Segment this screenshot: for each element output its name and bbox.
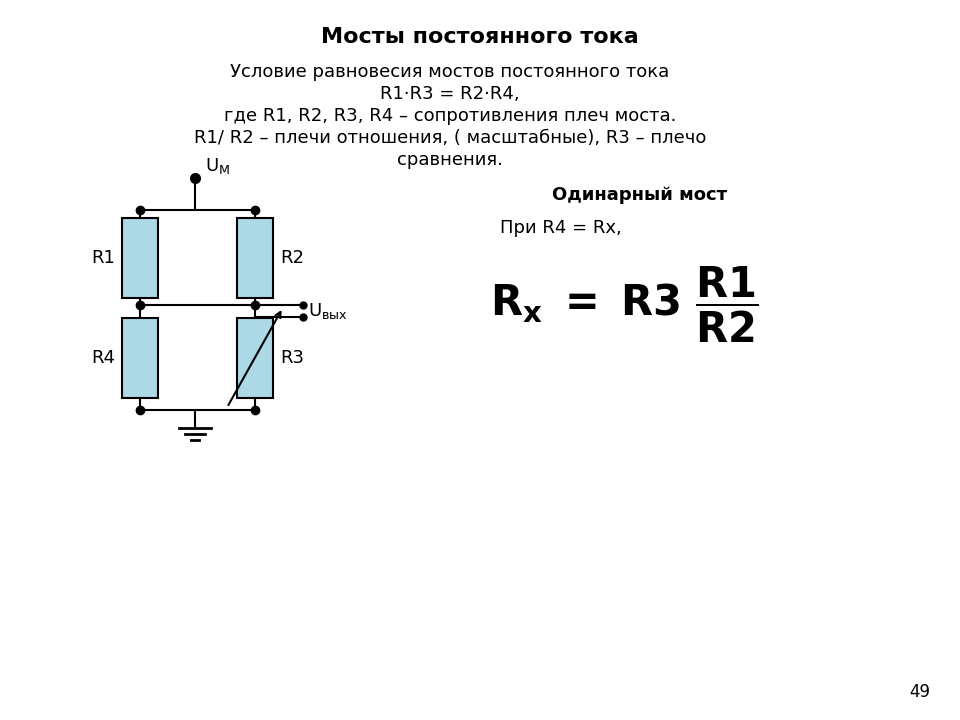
Text: R1: R1 <box>91 248 115 266</box>
Text: Мосты постоянного тока: Мосты постоянного тока <box>322 27 638 47</box>
Text: U$_\mathregular{вых}$: U$_\mathregular{вых}$ <box>308 301 348 321</box>
Text: Одинарный мост: Одинарный мост <box>552 186 728 204</box>
Text: U$_\mathregular{M}$: U$_\mathregular{M}$ <box>205 156 230 176</box>
Text: При R4 = Rx,: При R4 = Rx, <box>500 219 622 237</box>
Text: $\mathbf{R_x\ =\ R3\ \dfrac{R1}{R2}}$: $\mathbf{R_x\ =\ R3\ \dfrac{R1}{R2}}$ <box>490 265 758 345</box>
Text: где R1, R2, R3, R4 – сопротивления плеч моста.: где R1, R2, R3, R4 – сопротивления плеч … <box>224 107 676 125</box>
Bar <box>122 217 158 297</box>
Text: R1·R3 = R2·R4,: R1·R3 = R2·R4, <box>380 85 519 103</box>
Bar <box>237 217 273 297</box>
Text: R3: R3 <box>280 348 304 366</box>
Text: 49: 49 <box>909 683 930 701</box>
Bar <box>122 318 158 397</box>
Text: R2: R2 <box>280 248 304 266</box>
Text: Условие равновесия мостов постоянного тока: Условие равновесия мостов постоянного то… <box>230 63 670 81</box>
Text: сравнения.: сравнения. <box>397 151 503 169</box>
Text: R1/ R2 – плечи отношения, ( масштабные), R3 – плечо: R1/ R2 – плечи отношения, ( масштабные),… <box>194 129 707 147</box>
Bar <box>237 318 273 397</box>
Text: R4: R4 <box>91 348 115 366</box>
